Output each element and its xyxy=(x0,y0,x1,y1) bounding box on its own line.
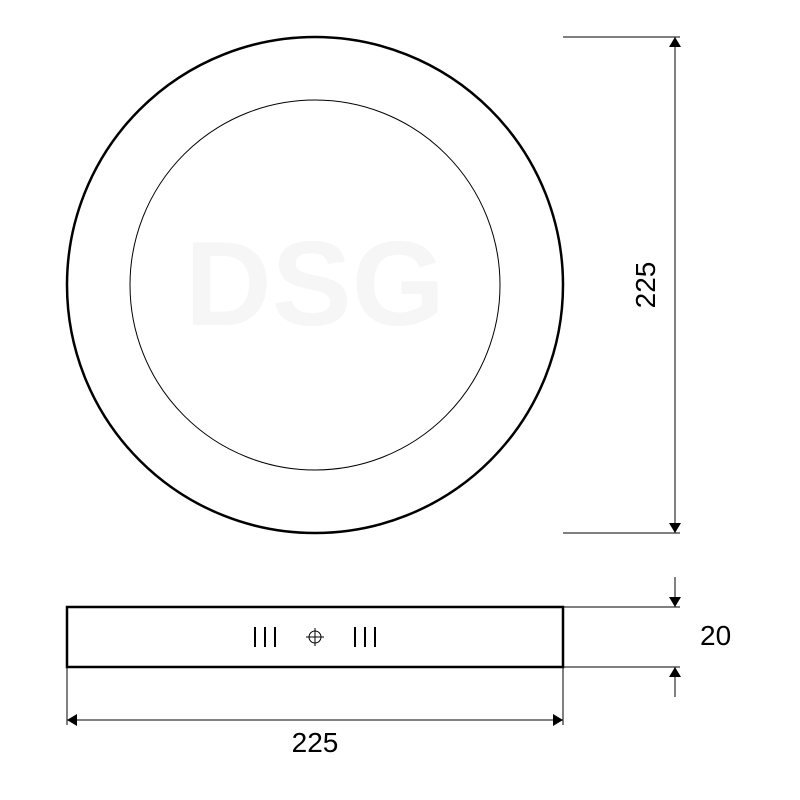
watermark-text: DSG xyxy=(185,217,445,351)
dim-depth-label: 20 xyxy=(700,620,731,651)
dim-height-label: 225 xyxy=(630,262,661,309)
dim-width-label: 225 xyxy=(292,727,339,758)
